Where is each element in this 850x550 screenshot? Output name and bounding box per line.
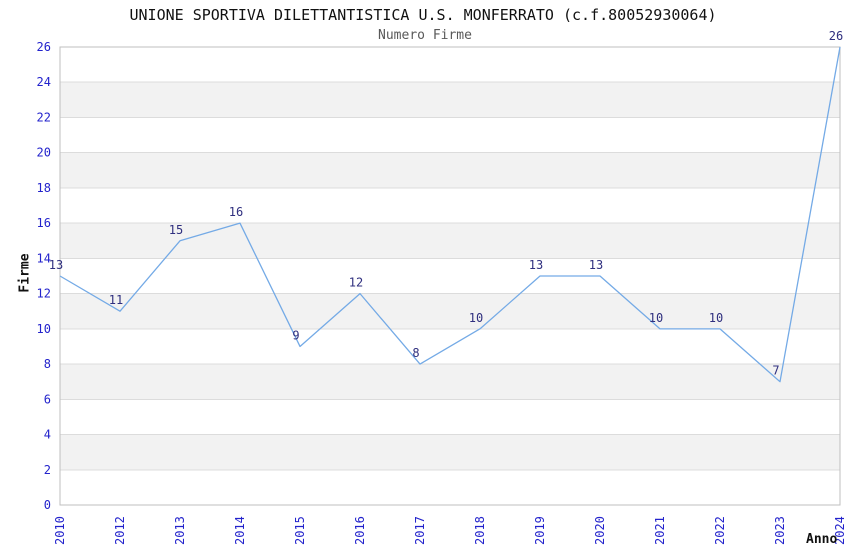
y-tick-label: 24 (37, 75, 51, 89)
series (59, 46, 841, 383)
data-point-label: 11 (109, 293, 123, 307)
data-point-label: 15 (169, 223, 183, 237)
y-tick-label: 0 (44, 498, 51, 512)
x-tick-label: 2022 (713, 516, 727, 545)
data-point-label: 10 (709, 311, 723, 325)
y-tick-label: 20 (37, 146, 51, 160)
chart-subtitle: Numero Firme (378, 28, 472, 43)
data-point-label: 13 (589, 258, 603, 272)
band (60, 223, 840, 259)
y-tick-label: 26 (37, 40, 51, 54)
data-point-labels: 13 11 15 16 9 12 8 10 13 13 10 10 7 26 (49, 29, 843, 378)
data-point-label: 10 (649, 311, 663, 325)
y-tick-label: 18 (37, 181, 51, 195)
x-tick-label: 2013 (173, 516, 187, 545)
y-tick-label: 16 (37, 216, 51, 230)
y-tick-label: 8 (44, 357, 51, 371)
band (60, 434, 840, 470)
x-tick-label: 2021 (653, 516, 667, 545)
x-tick-label: 2024 (833, 516, 847, 545)
data-point-label: 13 (529, 258, 543, 272)
data-point-label: 13 (49, 258, 63, 272)
x-tick-label: 2014 (233, 516, 247, 545)
data-point-label: 8 (412, 346, 419, 360)
x-tick-label: 2012 (113, 516, 127, 545)
series-line (59, 46, 841, 383)
data-point-label: 12 (349, 276, 363, 290)
x-tick-label: 2020 (593, 516, 607, 545)
y-tick-label: 2 (44, 463, 51, 477)
x-tick-label: 2023 (773, 516, 787, 545)
x-tick-label: 2019 (533, 516, 547, 545)
x-axis-title: Anno (806, 532, 838, 547)
x-tick-label: 2017 (413, 516, 427, 545)
y-tick-label: 22 (37, 110, 51, 124)
y-tick-label: 12 (37, 287, 51, 301)
x-tick-labels: 2010 2012 2013 2014 2015 2016 2017 2018 2019 2020… (53, 516, 847, 545)
band (60, 152, 840, 188)
data-point-label: 16 (229, 205, 243, 219)
data-point-label: 9 (292, 328, 299, 342)
data-point-label: 10 (469, 311, 483, 325)
band (60, 82, 840, 118)
y-tick-label: 4 (44, 428, 51, 442)
y-tick-label: 6 (44, 392, 51, 406)
x-tick-label: 2016 (353, 516, 367, 545)
data-point-label: 26 (829, 29, 843, 43)
band (60, 293, 840, 329)
y-axis-title: Firme (17, 253, 33, 293)
grid-lines (60, 81, 840, 471)
band (60, 364, 840, 400)
x-tick-label: 2010 (53, 516, 67, 545)
y-tick-label: 14 (37, 251, 51, 265)
y-tick-label: 10 (37, 322, 51, 336)
x-tick-label: 2018 (473, 516, 487, 545)
data-point-label: 7 (772, 364, 779, 378)
x-tick-label: 2015 (293, 516, 307, 545)
background-bands (60, 82, 840, 470)
chart-title: UNIONE SPORTIVA DILETTANTISTICA U.S. MON… (129, 6, 717, 24)
